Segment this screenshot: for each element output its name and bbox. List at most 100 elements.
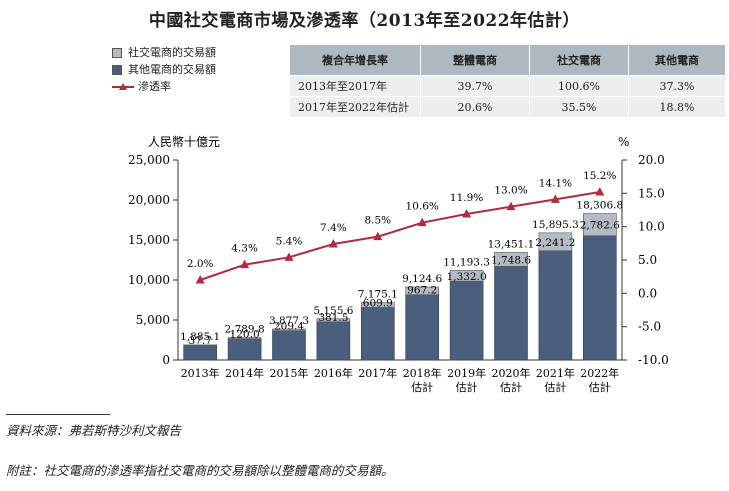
penetration-label: 5.4%: [276, 235, 303, 247]
x-tick-label: 2014年: [225, 366, 264, 380]
social-value-label: 967.2: [407, 285, 437, 297]
penetration-line: [199, 191, 600, 281]
social-value-label: 1,748.6: [491, 254, 531, 266]
total-value-label: 7,175.1: [358, 289, 398, 301]
x-tick-label: 估計: [500, 380, 522, 394]
bar-social: [316, 318, 351, 323]
cagr-header-cell: 其他電商: [629, 45, 725, 75]
bar-other: [183, 344, 217, 361]
total-value-label: 15,895.3: [532, 219, 579, 231]
total-value-label: 3,877.3: [269, 315, 309, 327]
y-right-tick-label: 20.0: [638, 153, 665, 167]
social-swatch: [112, 47, 122, 58]
table-row: 2017年至2022年估計 20.6% 35.5% 18.8%: [290, 97, 725, 117]
bar-other: [538, 250, 573, 361]
table-row: 2013年至2017年 39.7% 100.6% 37.3%: [290, 76, 725, 96]
penetration-point: [462, 209, 472, 218]
bar-social: [582, 213, 617, 237]
y-right-tick-label: -10.0: [638, 353, 669, 367]
total-value-label: 9,124.6: [402, 273, 442, 285]
x-tick-label: 估計: [411, 380, 433, 394]
penetration-label: 15.2%: [583, 170, 616, 182]
cagr-value-cell: 100.6%: [530, 76, 628, 96]
penetration-point: [595, 187, 605, 196]
bar-other: [494, 266, 528, 361]
bar-other: [449, 280, 484, 361]
penetration-label: 11.9%: [450, 192, 483, 204]
penetration-label: 2.0%: [187, 258, 214, 270]
cagr-header-cell: 複合年增長率: [290, 45, 420, 75]
y-left-tick-label: 5,000: [136, 313, 170, 327]
penetration-label: 13.0%: [494, 185, 527, 197]
y-right-axis-label: %: [618, 135, 629, 149]
footnote: 附註：社交電商的滲透率指社交電商的交易額除以整體電商的交易額。: [6, 463, 394, 478]
total-value-label: 18,306.8: [576, 200, 623, 212]
chart-title: 中國社交電商市場及滲透率（2013年至2022年估計）: [148, 11, 581, 31]
legend: 社交電商的交易額 其他電商的交易額 滲透率: [112, 44, 216, 95]
cagr-value-cell: 39.7%: [421, 76, 529, 96]
total-value-label: 2,789.8: [225, 324, 265, 336]
legend-label-other: 其他電商的交易額: [128, 63, 216, 76]
cagr-table: 複合年增長率 整體電商 社交電商 其他電商 2013年至2017年 39.7% …: [289, 44, 726, 118]
cagr-value-cell: 35.5%: [530, 97, 628, 117]
footer-divider: [6, 414, 110, 415]
y-right-tick-label: 15.0: [638, 186, 665, 200]
total-value-label: 13,451.1: [488, 238, 535, 250]
x-tick-label: 估計: [456, 380, 478, 394]
social-value-label: 120.0: [230, 329, 260, 341]
x-tick-label: 2013年: [181, 366, 220, 380]
social-value-label: 381.5: [318, 312, 348, 324]
total-value-label: 11,193.3: [443, 256, 490, 268]
cagr-period-cell: 2017年至2022年估計: [290, 97, 420, 117]
legend-item-social: 社交電商的交易額: [112, 44, 216, 61]
bar-social: [272, 328, 306, 331]
x-tick-label: 2018年: [403, 366, 442, 380]
penetration-label: 7.4%: [320, 222, 347, 234]
bar-social: [227, 337, 262, 339]
bar-other: [272, 330, 306, 361]
cagr-header-row: 複合年增長率 整體電商 社交電商 其他電商: [290, 45, 725, 75]
penetration-line-icon: [112, 82, 134, 92]
x-tick-label: 2022年: [580, 366, 619, 380]
x-tick-label: 估計: [544, 380, 566, 394]
social-value-label: 2,241.2: [535, 237, 575, 249]
y-left-tick-label: 0: [162, 353, 170, 367]
source-note: 資料來源：弗若斯特沙利文報告: [6, 423, 182, 438]
cagr-header-cell: 社交電商: [530, 45, 628, 75]
x-tick-label: 2019年: [447, 366, 486, 380]
social-value-label: 209.4: [274, 321, 304, 333]
x-tick-label: 2015年: [270, 366, 309, 380]
y-right-tick-label: 0.0: [638, 286, 657, 300]
bar-other: [582, 235, 617, 361]
bar-social: [360, 302, 395, 308]
x-tick-label: 2020年: [492, 366, 531, 380]
bar-other: [227, 338, 262, 361]
legend-label-penetration: 滲透率: [138, 80, 171, 93]
cagr-value-cell: 20.6%: [421, 97, 529, 117]
bar-other: [316, 321, 351, 361]
cagr-value-cell: 18.8%: [629, 97, 725, 117]
penetration-point: [284, 252, 294, 261]
x-tick-label: 2016年: [314, 366, 353, 380]
penetration-point: [328, 239, 338, 248]
total-value-label: 1,885.1: [180, 331, 220, 343]
y-left-tick-label: 25,000: [128, 153, 170, 167]
x-tick-label: 2017年: [358, 366, 397, 380]
penetration-point: [195, 275, 205, 284]
social-value-label: 609.9: [363, 297, 393, 309]
penetration-point: [417, 217, 427, 227]
bar-social: [449, 270, 484, 282]
penetration-point: [550, 194, 560, 203]
penetration-point: [506, 201, 516, 211]
bar-other: [405, 294, 440, 361]
y-right-tick-label: 10.0: [638, 220, 665, 234]
penetration-label: 8.5%: [364, 215, 391, 227]
cagr-period-cell: 2013年至2017年: [290, 76, 420, 96]
legend-item-penetration: 滲透率: [112, 78, 216, 95]
x-tick-label: 估計: [589, 380, 611, 394]
penetration-point: [240, 259, 250, 269]
y-left-tick-label: 20,000: [128, 193, 170, 207]
bar-social: [538, 232, 573, 252]
legend-item-other: 其他電商的交易額: [112, 61, 216, 78]
other-swatch: [112, 64, 122, 75]
